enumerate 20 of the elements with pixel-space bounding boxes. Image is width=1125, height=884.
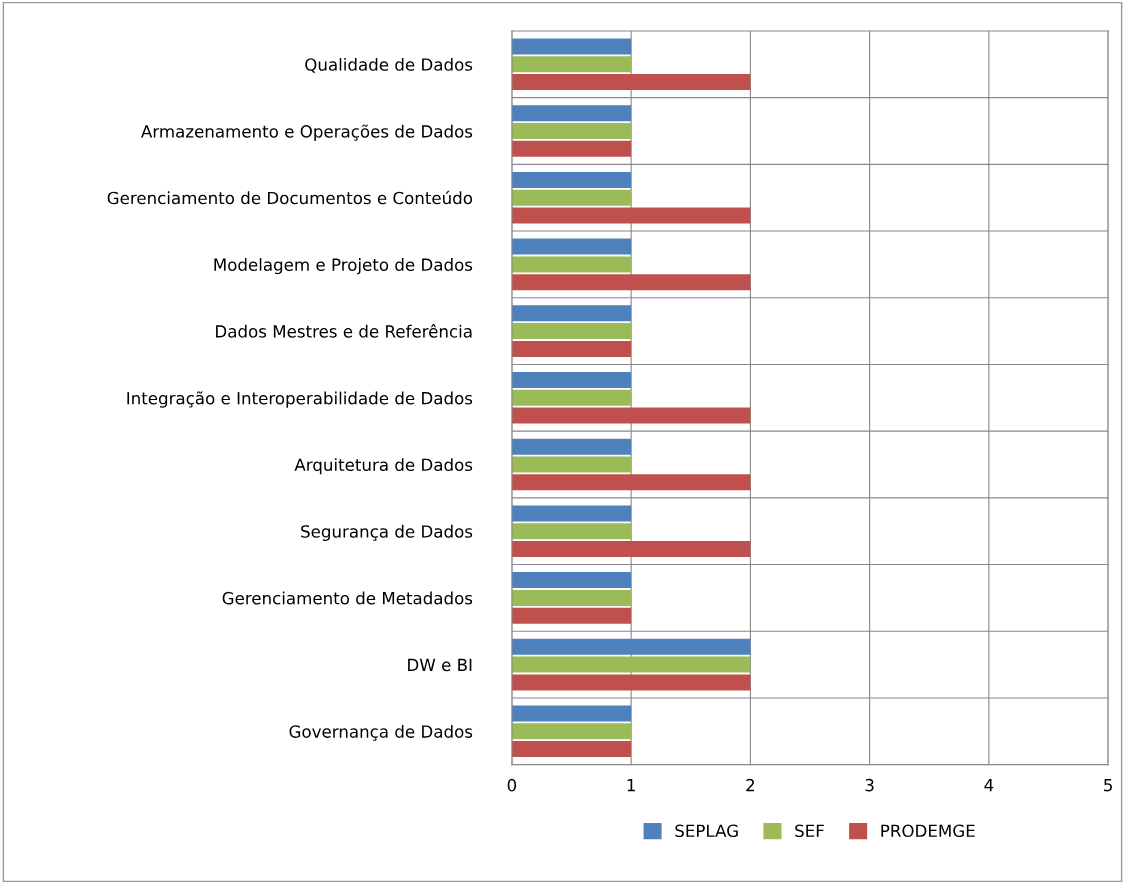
x-tick-label: 3 [865, 778, 874, 792]
y-tick-label: Gerenciamento de Documentos e Conteúdo [107, 190, 473, 205]
y-tick-label: Arquitetura de Dados [294, 458, 473, 475]
y-tick-label: Modelagem e Projeto de Dados [214, 258, 473, 275]
y-tick-label: Governança de Dados [289, 724, 473, 741]
x-tick-label: 1 [627, 779, 635, 792]
y-tick-label: Gerenciamento de Metadados [222, 591, 473, 605]
y-tick-label: DW e BI [408, 658, 472, 672]
legend-label: SEPLAG [675, 824, 738, 838]
legend-label: SEF [795, 824, 824, 838]
legend-label: PRODEMGE [881, 824, 975, 838]
y-tick-label: Segurança de Dados [301, 524, 473, 541]
y-tick-label: Qualidade de Dados [305, 57, 473, 73]
x-tick-label: 0 [507, 778, 517, 792]
y-tick-label: Dados Mestres e de Referência [216, 324, 472, 338]
x-tick-label: 2 [746, 778, 755, 792]
y-tick-label: Integração e Interoperabilidade de Dados [127, 391, 473, 408]
x-tick-label: 5 [1104, 779, 1112, 792]
x-tick-label: 4 [984, 779, 994, 792]
y-tick-label: Armazenamento e Operações de Dados [141, 124, 473, 141]
